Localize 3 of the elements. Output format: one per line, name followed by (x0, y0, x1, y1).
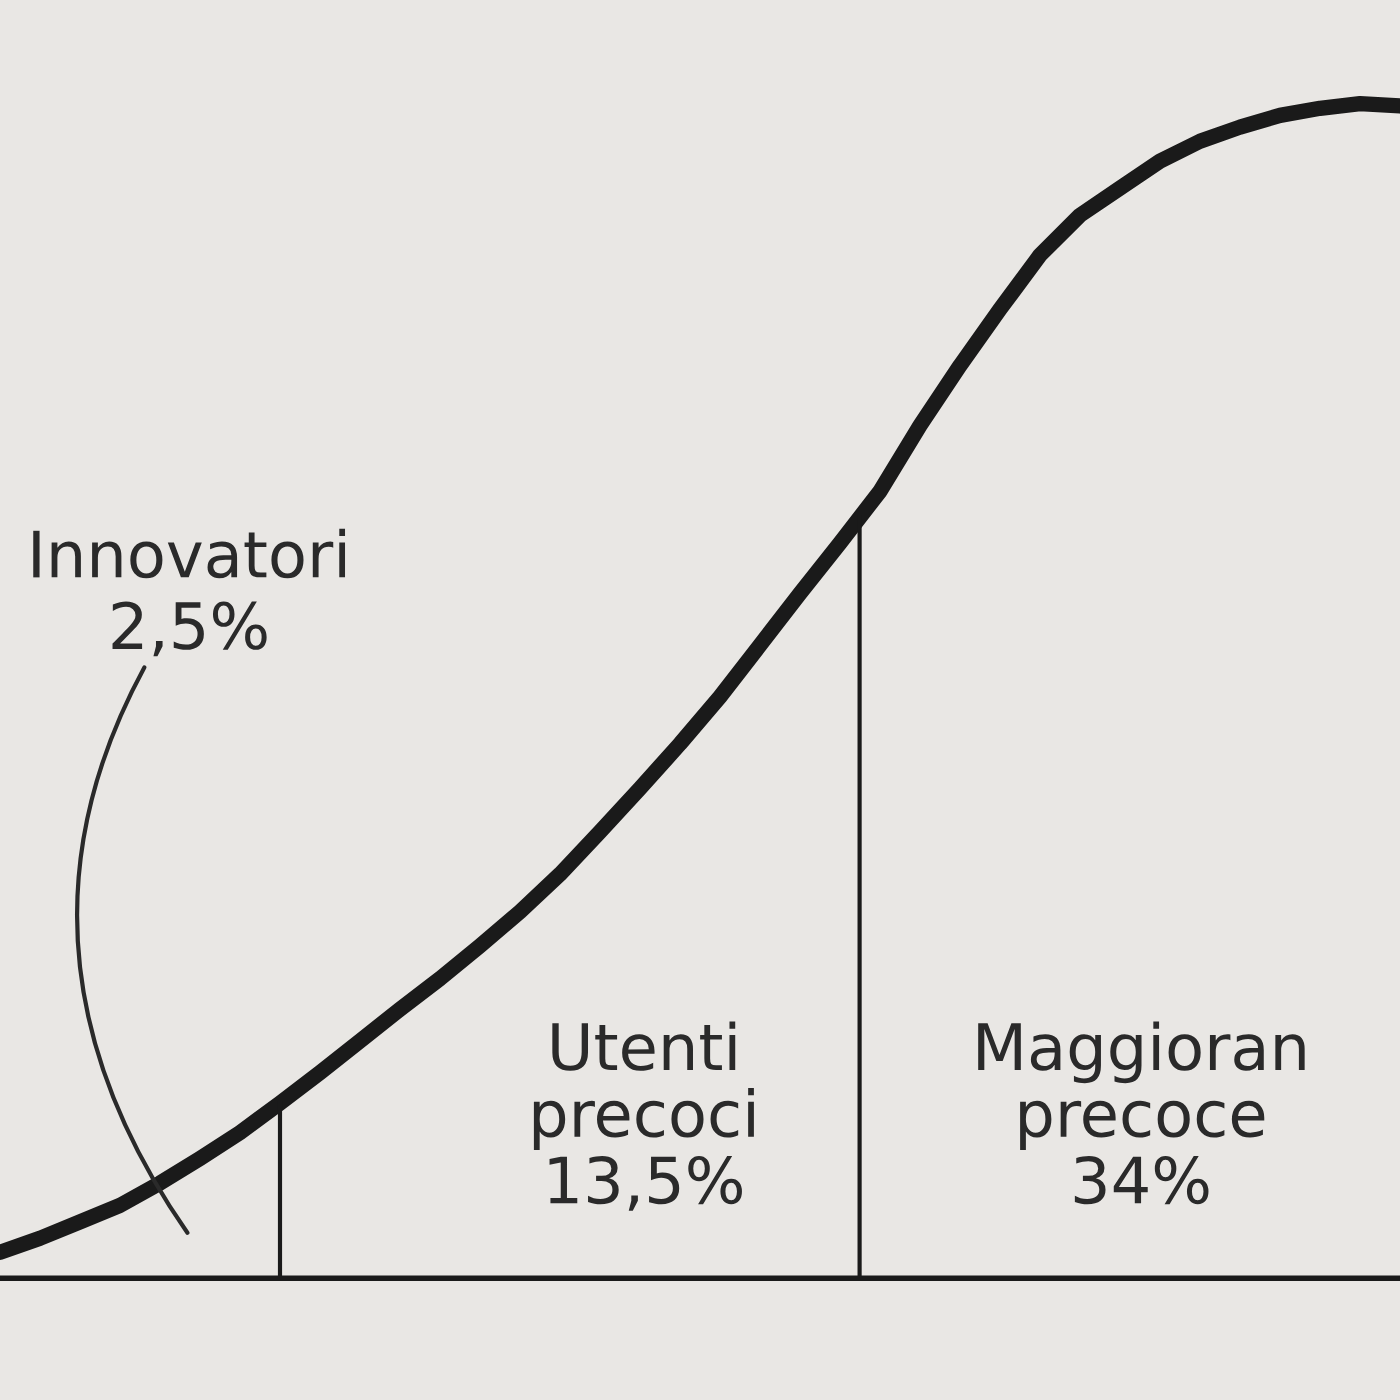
annotation: Utenti precoci 13,5% (533, 1021, 754, 1211)
annotation: Maggioran precoce 34% (978, 1021, 1305, 1205)
annotation: Innovatori 2,5% (33, 528, 346, 657)
